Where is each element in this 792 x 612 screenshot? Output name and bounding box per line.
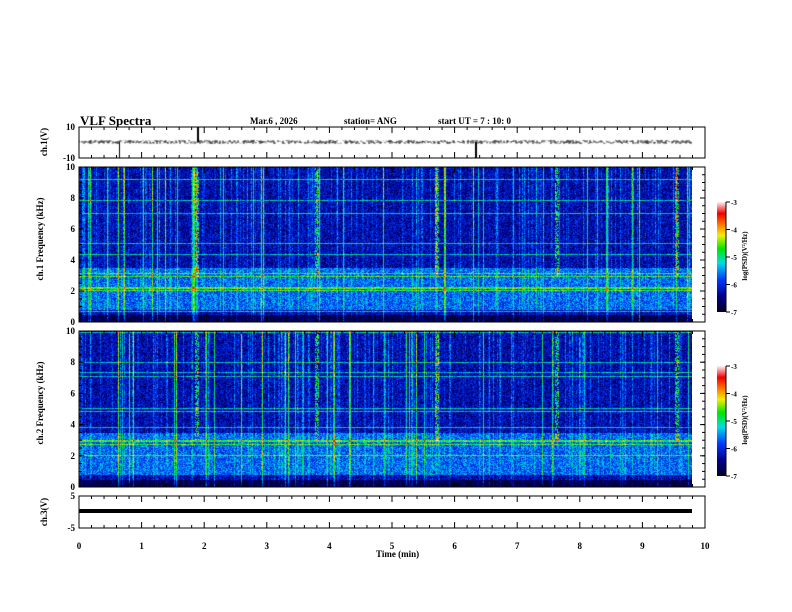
colorbar-tick-label: -5 (731, 254, 737, 262)
y-tick-label: 6 (71, 388, 76, 398)
station-label: station= ANG (344, 116, 397, 126)
y-tick-label: 0 (71, 482, 76, 492)
colorbar2-label: log(PSD)(V²/Hz) (741, 395, 749, 445)
ch2-colorbar (717, 366, 726, 476)
y-tick-label: 5 (71, 491, 76, 501)
x-tick-label: 6 (452, 541, 457, 551)
ch2-freq-ylabel: ch.2 Frequency (kHz) (35, 361, 45, 445)
y-tick-label: 8 (71, 357, 76, 367)
x-tick-label: 10 (701, 541, 711, 551)
colorbar-tick-label: -3 (731, 199, 737, 207)
start-time-label: start UT = 7 : 10: 0 (438, 116, 511, 126)
x-tick-label: 9 (640, 541, 645, 551)
y-tick-label: -10 (63, 153, 75, 163)
y-tick-label: 2 (71, 451, 76, 461)
x-tick-label: 2 (202, 541, 207, 551)
ch3-ylabel: ch.3(V) (39, 497, 49, 527)
y-tick-label: 0 (71, 317, 76, 327)
panel-frame-3 (78, 330, 706, 488)
x-axis-label: Time (min) (376, 549, 420, 559)
chart-title: VLF Spectra (80, 113, 152, 128)
y-tick-label: 4 (71, 420, 76, 430)
x-tick-label: 1 (139, 541, 144, 551)
x-tick-label: 0 (77, 541, 82, 551)
panel-frame-2 (78, 166, 706, 323)
x-tick-label: 8 (578, 541, 583, 551)
ch2-spectrogram (79, 331, 692, 487)
colorbar-tick-label: -4 (731, 391, 737, 399)
y-tick-label: 8 (71, 193, 76, 203)
y-tick-label: -5 (68, 523, 76, 533)
ch1-freq-ylabel: ch.1 Frequency (kHz) (35, 197, 45, 281)
y-tick-label: 10 (66, 326, 76, 336)
x-tick-label: 4 (327, 541, 332, 551)
colorbar-tick-label: -7 (731, 473, 737, 481)
y-tick-label: 2 (71, 286, 76, 296)
ch1-colorbar (717, 202, 726, 312)
colorbar1-label: log(PSD)(V²/Hz) (741, 231, 749, 281)
y-tick-label: 4 (71, 255, 76, 265)
colorbar-tick-label: -7 (731, 309, 737, 317)
x-tick-label: 5 (390, 541, 395, 551)
colorbar-tick-label: -6 (731, 282, 737, 290)
x-tick-label: 3 (265, 541, 270, 551)
y-tick-label: 10 (66, 162, 76, 172)
colorbar-tick-label: -3 (731, 363, 737, 371)
date-label: Mar.6 , 2026 (250, 116, 298, 126)
colorbar-tick-label: -6 (731, 446, 737, 454)
ch3-waveform (79, 509, 692, 513)
colorbar-tick-label: -5 (731, 418, 737, 426)
ch1-spectrogram (79, 167, 692, 322)
y-tick-label: 10 (66, 122, 76, 132)
y-tick-label: 6 (71, 224, 76, 234)
colorbar-tick-label: -4 (731, 227, 737, 235)
x-tick-label: 7 (515, 541, 520, 551)
ch1-ylabel: ch.1(V) (39, 127, 49, 157)
